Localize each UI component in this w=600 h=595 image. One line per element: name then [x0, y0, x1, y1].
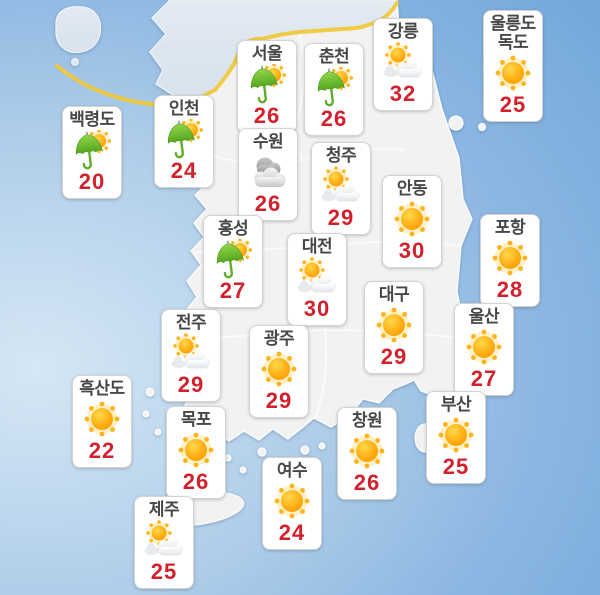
city-name: 울릉도 독도	[490, 14, 536, 53]
temperature: 26	[353, 470, 381, 496]
weather-card[interactable]: 광주 29	[249, 325, 309, 419]
temperature: 20	[78, 169, 106, 195]
temperature: 30	[398, 238, 426, 264]
weather-card[interactable]: 강릉 32	[373, 18, 433, 112]
sun-icon	[435, 415, 477, 455]
temperature: 27	[219, 278, 247, 304]
city-name: 강릉	[387, 22, 419, 41]
temperature: 25	[499, 92, 527, 118]
weather-card[interactable]: 전주 29	[161, 309, 221, 403]
city-name: 춘천	[318, 47, 350, 66]
weather-card[interactable]: 포항 28	[480, 214, 540, 308]
weather-card[interactable]: 울산 27	[454, 303, 514, 397]
sun-cloud-icon	[296, 257, 338, 297]
sun-cloud-icon	[170, 333, 212, 373]
weather-card[interactable]: 대구 29	[364, 281, 424, 375]
city-name: 여수	[276, 461, 308, 480]
city-name: 제주	[148, 500, 180, 519]
temperature: 24	[170, 158, 198, 184]
ulleungdo-island	[448, 115, 464, 131]
sun-icon	[489, 238, 531, 278]
city-name: 인천	[168, 99, 200, 118]
clouds-icon	[247, 152, 289, 192]
sun-icon	[463, 327, 505, 367]
temperature: 26	[253, 103, 281, 129]
weather-card[interactable]: 대전 30	[287, 233, 347, 327]
city-name: 울산	[468, 307, 500, 326]
city-name: 창원	[351, 411, 383, 430]
sun-icon	[373, 305, 415, 345]
weather-card[interactable]: 백령도 20	[62, 106, 122, 200]
umbrella-sun-icon	[212, 239, 254, 279]
weather-card[interactable]: 수원 26	[238, 128, 298, 222]
weather-card[interactable]: 청주 29	[311, 142, 371, 236]
city-name: 광주	[263, 329, 295, 348]
temperature: 28	[496, 277, 524, 303]
weather-card[interactable]: 부산 25	[426, 391, 486, 485]
temperature: 29	[177, 372, 205, 398]
sun-cloud-icon	[143, 520, 185, 560]
temperature: 22	[88, 438, 116, 464]
sun-cloud-icon	[382, 42, 424, 82]
dokdo-island	[477, 122, 487, 132]
city-name: 안동	[396, 179, 428, 198]
city-name: 홍성	[217, 219, 249, 238]
weather-card[interactable]: 인천 24	[154, 95, 214, 189]
temperature: 27	[470, 366, 498, 392]
weather-card[interactable]: 홍성 27	[203, 215, 263, 309]
sun-cloud-icon	[320, 166, 362, 206]
temperature: 24	[278, 520, 306, 546]
weather-card[interactable]: 여수 24	[262, 457, 322, 551]
temperature: 26	[254, 191, 282, 217]
city-name: 대구	[378, 285, 410, 304]
temperature: 26	[182, 469, 210, 495]
sun-icon	[81, 399, 123, 439]
weather-card[interactable]: 서울 26	[237, 40, 297, 134]
sun-icon	[258, 349, 300, 389]
sun-icon	[492, 53, 534, 93]
city-name: 흑산도	[79, 379, 125, 398]
city-name: 부산	[440, 395, 472, 414]
weather-card[interactable]: 울릉도 독도 25	[483, 10, 543, 123]
sun-icon	[391, 199, 433, 239]
temperature: 32	[389, 81, 417, 107]
city-name: 목포	[180, 410, 212, 429]
temperature: 25	[150, 559, 178, 585]
weather-card[interactable]: 춘천 26	[304, 43, 364, 137]
weather-card[interactable]: 흑산도 22	[72, 375, 132, 469]
city-name: 백령도	[69, 110, 115, 129]
city-name: 포항	[494, 218, 526, 237]
weather-card[interactable]: 창원 26	[337, 407, 397, 501]
temperature: 30	[303, 296, 331, 322]
sun-icon	[175, 430, 217, 470]
temperature: 29	[380, 344, 408, 370]
city-name: 청주	[325, 146, 357, 165]
temperature: 29	[327, 205, 355, 231]
weather-card[interactable]: 제주 25	[134, 496, 194, 590]
umbrella-sun-icon	[163, 119, 205, 159]
city-name: 대전	[301, 237, 333, 256]
temperature: 25	[442, 454, 470, 480]
sun-icon	[271, 481, 313, 521]
temperature: 26	[320, 106, 348, 132]
weather-card[interactable]: 안동 30	[382, 175, 442, 269]
sun-icon	[346, 431, 388, 471]
weather-card[interactable]: 목포 26	[166, 406, 226, 500]
temperature: 29	[265, 388, 293, 414]
umbrella-sun-icon	[313, 67, 355, 107]
city-name: 전주	[175, 313, 207, 332]
small-islet	[71, 58, 79, 66]
umbrella-sun-icon	[246, 64, 288, 104]
umbrella-sun-icon	[71, 130, 113, 170]
northwest-land-blob	[55, 5, 102, 54]
city-name: 수원	[252, 132, 284, 151]
city-name: 서울	[251, 44, 283, 63]
